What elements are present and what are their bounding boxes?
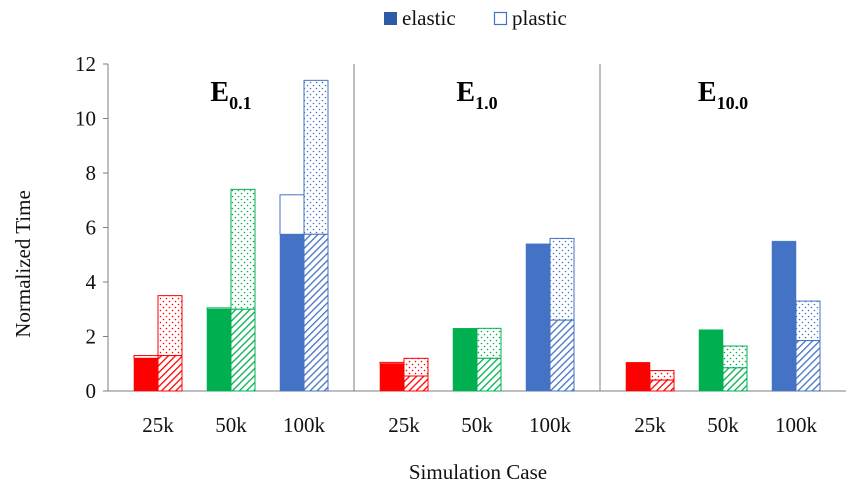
- bar-plastic-25k-hatched: [650, 380, 674, 391]
- bar-elastic-25k: [380, 364, 404, 391]
- panel-1.0: E1.0 25k 50k 100k: [354, 64, 574, 437]
- y-tick-label: 4: [86, 270, 97, 294]
- x-tick-label: 25k: [388, 413, 420, 437]
- legend-swatch-plastic: [495, 13, 507, 25]
- bar-plastic-100k-hatched: [796, 341, 820, 391]
- panel-title: E0.1: [210, 77, 251, 113]
- bar-plastic-25k-hatched: [404, 376, 428, 391]
- y-axis-title: Normalized Time: [11, 190, 35, 338]
- panel-10.0: E10.0 25k 50k 100k: [600, 64, 820, 437]
- panel-title: E10.0: [698, 77, 748, 113]
- bar-elastic-25k-remainder: [134, 356, 158, 359]
- y-tick-label: 0: [86, 379, 97, 403]
- legend-label-elastic: elastic: [402, 6, 456, 30]
- bar-plastic-50k-hatched: [477, 358, 501, 391]
- bar-plastic-50k-dotted: [477, 328, 501, 358]
- plot-area: E0.1 25k 50k 100k E1.0 25k 50k 100k E10.0 25k 50k 1…: [108, 64, 846, 437]
- bar-plastic-100k-dotted: [550, 238, 574, 320]
- bar-plastic-50k-dotted: [231, 189, 255, 309]
- bar-plastic-25k-dotted: [158, 296, 182, 356]
- bar-plastic-25k-hatched: [158, 356, 182, 391]
- bar-elastic-100k: [772, 241, 796, 391]
- y-tick-label: 10: [75, 107, 96, 131]
- legend-label-plastic: plastic: [512, 6, 567, 30]
- x-tick-label: 50k: [707, 413, 739, 437]
- y-tick-label: 2: [86, 325, 97, 349]
- bar-elastic-100k: [526, 244, 550, 391]
- y-tick-label: 12: [75, 52, 96, 76]
- bar-elastic-25k: [626, 362, 650, 391]
- bar-plastic-100k-dotted: [304, 80, 328, 234]
- bar-plastic-50k-hatched: [231, 309, 255, 391]
- panel-0.1: E0.1 25k 50k 100k: [134, 77, 328, 437]
- bar-plastic-100k-hatched: [550, 320, 574, 391]
- x-tick-label: 50k: [461, 413, 493, 437]
- x-axis-title: Simulation Case: [409, 460, 547, 484]
- x-tick-label: 100k: [529, 413, 572, 437]
- bar-plastic-50k-hatched: [723, 368, 747, 391]
- bar-elastic-50k: [207, 309, 231, 391]
- bar-elastic-50k: [453, 328, 477, 391]
- bar-plastic-25k-dotted: [650, 371, 674, 381]
- bar-plastic-100k-hatched: [304, 234, 328, 391]
- legend-swatch-elastic: [384, 12, 397, 25]
- bar-plastic-100k-dotted: [796, 301, 820, 341]
- y-axis: 0 2 4 6 8 10 12: [75, 52, 108, 403]
- y-tick-label: 8: [86, 161, 97, 185]
- bar-elastic-25k: [134, 358, 158, 391]
- bar-elastic-50k: [699, 330, 723, 391]
- bar-elastic-100k: [280, 234, 304, 391]
- bar-plastic-25k-dotted: [404, 358, 428, 376]
- x-tick-label: 25k: [142, 413, 174, 437]
- x-tick-label: 100k: [775, 413, 818, 437]
- bar-elastic-100k-remainder: [280, 195, 304, 235]
- x-tick-label: 100k: [283, 413, 326, 437]
- legend: elastic plastic: [384, 6, 567, 30]
- bar-plastic-50k-dotted: [723, 346, 747, 368]
- x-tick-label: 50k: [215, 413, 247, 437]
- y-tick-label: 6: [86, 216, 97, 240]
- x-tick-label: 25k: [634, 413, 666, 437]
- panel-title: E1.0: [456, 77, 497, 113]
